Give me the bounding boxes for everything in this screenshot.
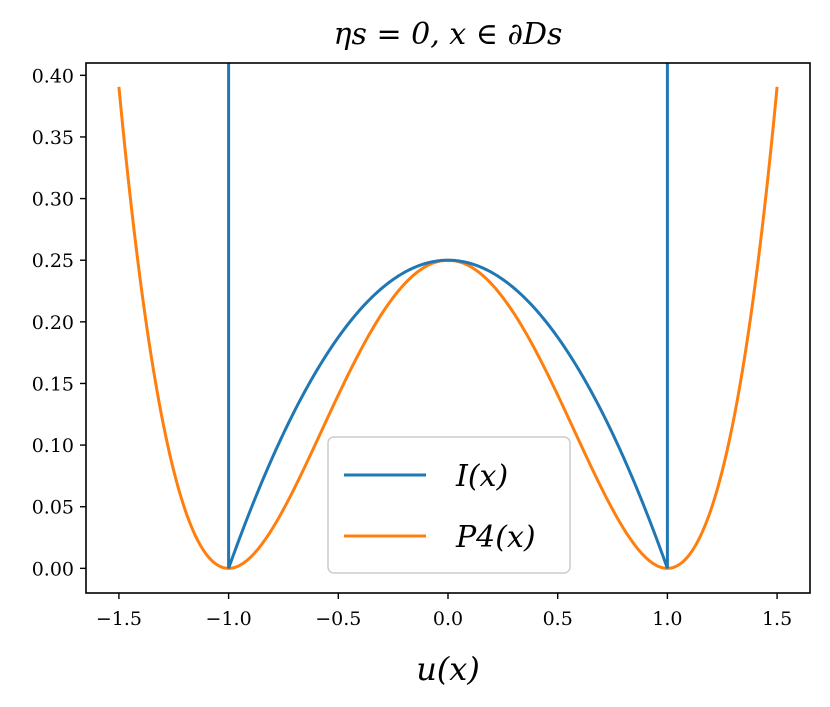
y-tick-label: 0.25 <box>32 250 74 272</box>
y-tick-label: 0.05 <box>32 497 74 519</box>
y-tick-label: 0.40 <box>32 65 74 87</box>
x-tick-label: 1.5 <box>762 608 792 630</box>
x-tick-label: 0.5 <box>543 608 573 630</box>
x-tick-label: 1.0 <box>652 608 682 630</box>
legend: I(x) P4(x) <box>327 436 571 574</box>
y-tick-label: 0.15 <box>32 373 74 395</box>
y-tick-label: 0.10 <box>32 435 74 457</box>
legend-box <box>327 436 571 574</box>
x-axis-label: u(x) <box>416 650 480 688</box>
y-tick-label: 0.35 <box>32 127 74 149</box>
series-layer <box>117 63 779 570</box>
chart-title: ηs = 0, x ∈ ∂Ds <box>334 17 563 52</box>
x-axis: −1.5 −1.0 −0.5 0.0 0.5 1.0 1.5 <box>96 593 792 630</box>
y-tick-label: 0.00 <box>32 558 74 580</box>
x-tick-label: −1.0 <box>206 608 252 630</box>
y-axis: 0.00 0.05 0.10 0.15 0.20 0.25 0.30 0.35 0.40 <box>32 65 86 580</box>
x-tick-label: 0.0 <box>433 608 463 630</box>
legend-entry-p4-label: P4(x) <box>455 520 536 555</box>
y-tick-label: 0.20 <box>32 312 74 334</box>
y-tick-label: 0.30 <box>32 189 74 211</box>
x-tick-label: −0.5 <box>315 608 361 630</box>
legend-entry-i-label: I(x) <box>455 459 508 494</box>
series-line-i <box>227 258 669 569</box>
x-tick-label: −1.5 <box>96 608 142 630</box>
